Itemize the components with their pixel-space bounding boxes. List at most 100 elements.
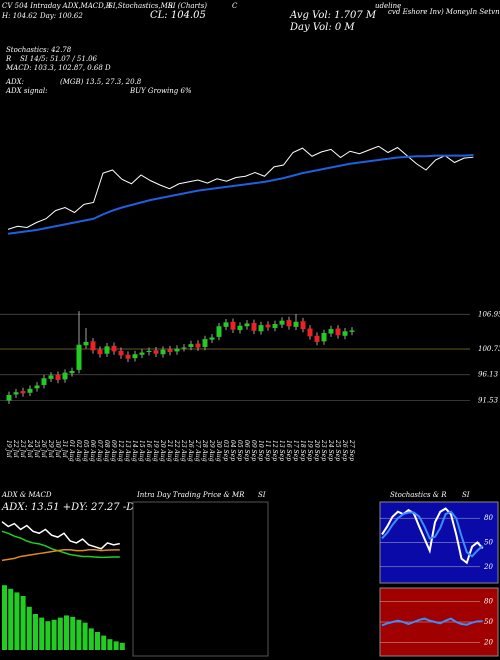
candle-body: [139, 352, 145, 355]
x-tick-label: 17 Sep: [292, 440, 299, 461]
macd-bar: [101, 635, 107, 650]
header-text: BUY Growing 6%: [129, 87, 192, 95]
candle-body: [146, 350, 152, 352]
x-tick-label: 31 Jul: [61, 440, 68, 458]
macd-bar: [82, 622, 88, 650]
x-tick-label: 23 Sep: [320, 439, 327, 461]
y-tick-label: 80: [484, 514, 493, 522]
candle-body: [111, 345, 117, 352]
candle-body: [167, 349, 173, 352]
candle-body: [293, 321, 299, 327]
x-tick-label: 02 Aug: [75, 440, 82, 462]
macd-bar: [64, 615, 69, 650]
panel-title: SI: [258, 491, 266, 499]
x-tick-label: 07 Aug: [96, 440, 103, 462]
macd-bar: [76, 619, 82, 650]
x-tick-label: 25 Sep: [334, 439, 341, 461]
header-text: (MGB) 13.5, 27.3, 20.8: [60, 78, 142, 86]
x-tick-label: 21 Aug: [166, 439, 173, 462]
x-tick-label: 06 Sep: [243, 440, 250, 461]
candle-body: [76, 344, 82, 370]
header-text: H: 104.62: [1, 12, 38, 20]
candle-body: [153, 350, 159, 354]
candle-body: [188, 344, 194, 347]
indicator-line: [381, 507, 484, 565]
avg-vol: Avg Vol: 1.707 M: [289, 10, 377, 21]
header-text: ADX signal:: [5, 87, 47, 95]
candle-body: [349, 330, 355, 332]
x-tick-label: 09 Sep: [250, 440, 257, 461]
panel-title: Stochastics & R: [390, 491, 447, 499]
x-tick-label: 01 Aug: [68, 440, 75, 462]
candle-body: [286, 320, 292, 327]
candle-body: [195, 343, 201, 348]
candle-body: [41, 378, 47, 385]
x-tick-label: 27 Aug: [194, 439, 201, 462]
x-tick-label: 30 Aug: [215, 440, 222, 462]
y-tick-label: 106.95: [478, 310, 500, 318]
candle-body: [90, 341, 96, 351]
header-text: SI 14/5: 51.07 / 51.06: [20, 55, 98, 63]
candle-body: [181, 347, 187, 349]
x-tick-label: 22 Jul: [12, 439, 19, 458]
candle-body: [104, 346, 110, 354]
candle-body: [48, 375, 54, 379]
candle-body: [209, 337, 215, 340]
y-tick-label: 50: [484, 618, 493, 626]
x-tick-label: 29 Aug: [208, 439, 215, 462]
price-line: [7, 145, 474, 230]
x-tick-label: 16 Sep: [285, 440, 292, 461]
x-tick-label: 03 Sep: [222, 440, 229, 461]
adx-annotation: ADX: 13.51 +DY: 27.27 -DY: 20.78: [1, 502, 175, 513]
x-tick-label: 05 Sep: [236, 440, 243, 461]
candle-body: [307, 328, 313, 337]
header-text: udeline: [375, 2, 401, 10]
x-tick-label: 29 Jul: [47, 439, 54, 458]
header-text: Day: 100.62: [39, 12, 83, 20]
x-tick-label: 04 Sep: [229, 440, 236, 461]
candle-body: [237, 325, 243, 331]
y-tick-label: 96.13: [478, 371, 499, 379]
indicator-line: [381, 510, 484, 558]
candle-body: [300, 321, 306, 330]
adx-line: [1, 530, 120, 559]
panel-title: SI: [462, 491, 470, 499]
x-tick-label: 27 Sep: [348, 439, 355, 461]
candle-body: [27, 388, 33, 393]
y-tick-label: 20: [483, 563, 493, 571]
header-text: SI (Charts): [168, 2, 207, 10]
header-text: CV 504 Intraday ADX,MACD,R: [2, 2, 112, 10]
candle-body: [62, 372, 68, 380]
macd-bar: [113, 641, 119, 650]
candle-body: [118, 350, 124, 356]
x-tick-label: 22 Aug: [173, 439, 180, 462]
macd-bar: [95, 632, 100, 650]
intraday-panel: [132, 501, 269, 657]
candle-body: [328, 329, 334, 334]
x-tick-label: 05 Aug: [82, 440, 89, 462]
indicator-line: [381, 617, 483, 627]
adx-line: [1, 548, 120, 562]
candle-body: [230, 321, 236, 330]
candle-body: [13, 392, 19, 395]
price-line: [7, 154, 474, 235]
macd-bar: [33, 614, 38, 650]
x-tick-label: 28 Aug: [201, 439, 208, 462]
candle-body: [244, 323, 250, 327]
candle-body: [272, 324, 278, 328]
x-tick-label: 24 Sep: [327, 439, 334, 461]
x-tick-label: 13 Sep: [278, 440, 285, 461]
x-tick-label: 08 Aug: [103, 440, 110, 462]
day-vol: Day Vol: 0 M: [289, 22, 355, 33]
x-tick-label: 14 Aug: [131, 440, 138, 462]
x-tick-label: 18 Sep: [299, 440, 306, 461]
candle-body: [34, 385, 40, 389]
candle-body: [251, 322, 257, 331]
x-tick-label: 10 Sep: [257, 440, 264, 461]
candle-body: [202, 339, 208, 347]
y-tick-label: 80: [484, 598, 493, 606]
x-tick-label: 09 Aug: [110, 440, 117, 462]
y-tick-label: 100.73: [478, 345, 500, 353]
candle-body: [83, 341, 89, 346]
